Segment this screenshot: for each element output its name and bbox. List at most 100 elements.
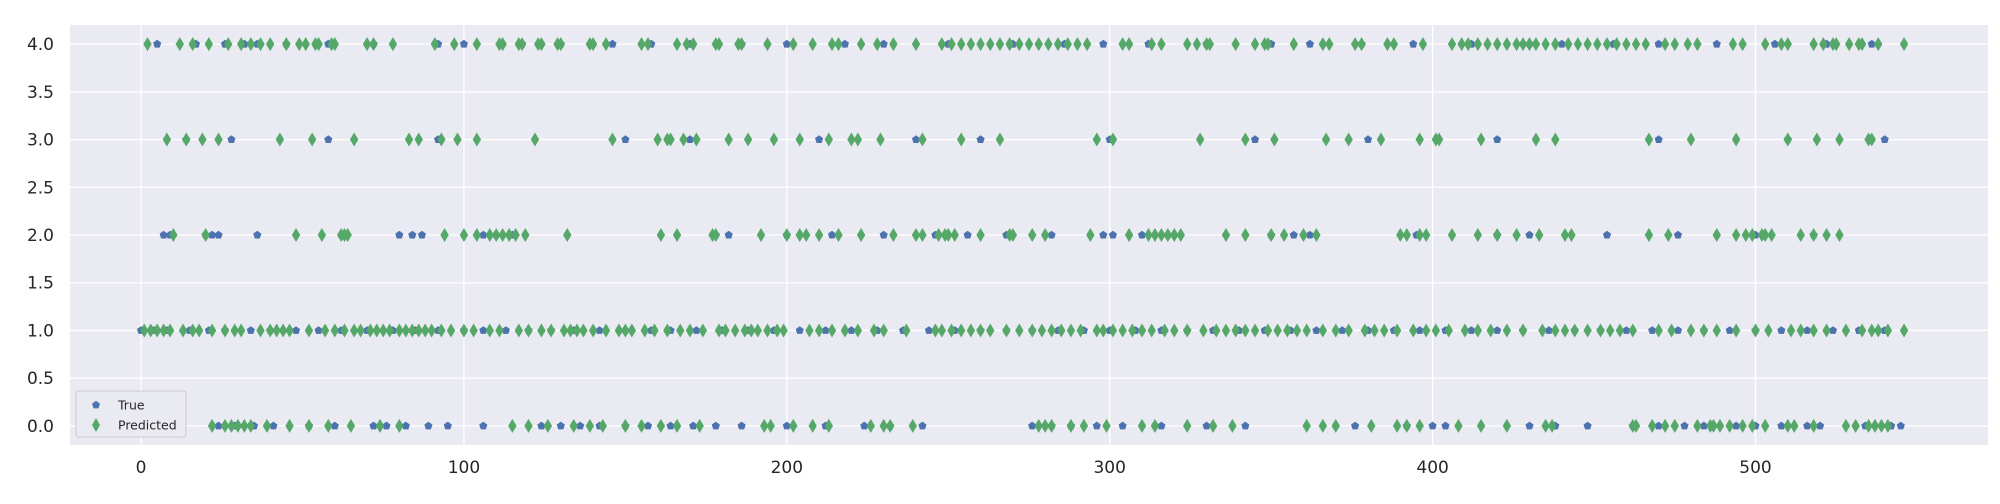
- predicted-point: [1560, 323, 1570, 338]
- predicted-point: [814, 228, 824, 242]
- predicted-point: [1099, 323, 1108, 338]
- predicted-point: [834, 228, 843, 242]
- predicted-point: [947, 37, 956, 52]
- predicted-point: [1040, 418, 1050, 433]
- predicted-point: [769, 132, 779, 147]
- predicted-point: [956, 132, 966, 147]
- predicted-point: [1518, 37, 1528, 52]
- true-point: [330, 421, 339, 430]
- true-point: [827, 230, 837, 239]
- predicted-point: [672, 228, 682, 242]
- true-point: [737, 421, 746, 430]
- predicted-point: [730, 323, 740, 338]
- predicted-point: [175, 37, 184, 52]
- predicted-point: [1664, 228, 1673, 242]
- predicted-point: [795, 228, 804, 242]
- predicted-point: [521, 228, 530, 242]
- predicted-point: [207, 323, 217, 338]
- predicted-point: [672, 37, 682, 52]
- true-point: [795, 326, 804, 334]
- predicted-point: [1835, 132, 1844, 147]
- predicted-point: [414, 323, 423, 338]
- predicted-point: [1002, 323, 1011, 338]
- predicted-point: [747, 323, 756, 338]
- predicted-point: [1628, 323, 1638, 338]
- true-point: [1137, 230, 1147, 239]
- predicted-point: [902, 323, 911, 338]
- true-point: [208, 230, 217, 239]
- predicted-point: [1699, 323, 1709, 338]
- predicted-point: [1851, 418, 1860, 433]
- predicted-point: [1195, 132, 1205, 147]
- predicted-point: [1622, 37, 1631, 52]
- predicted-point: [1431, 323, 1441, 338]
- predicted-point: [805, 323, 814, 338]
- predicted-point: [931, 323, 940, 338]
- predicted-point: [656, 418, 666, 433]
- predicted-point: [537, 323, 546, 338]
- predicted-point: [395, 418, 404, 433]
- true-point: [1108, 230, 1117, 239]
- predicted-point: [414, 132, 423, 147]
- data-points: [136, 37, 1909, 433]
- x-tick-label: 300: [1093, 458, 1125, 478]
- predicted-point: [1331, 323, 1340, 338]
- predicted-point: [1192, 37, 1202, 52]
- predicted-point: [1024, 37, 1034, 52]
- predicted-point: [275, 132, 285, 147]
- x-axis-ticks: 0 100 200 300 400 500: [136, 458, 1772, 478]
- true-point: [666, 421, 675, 430]
- true-point: [621, 135, 630, 143]
- predicted-point: [524, 323, 533, 338]
- predicted-point: [1079, 418, 1089, 433]
- predicted-point: [265, 37, 275, 52]
- predicted-point: [1883, 418, 1893, 433]
- predicted-point: [1783, 37, 1793, 52]
- predicted-point: [1864, 418, 1873, 433]
- predicted-point: [317, 228, 327, 242]
- predicted-point: [601, 37, 611, 52]
- predicted-point: [362, 37, 372, 52]
- predicted-point: [1534, 228, 1544, 242]
- predicted-point: [1512, 228, 1521, 242]
- predicted-point: [856, 228, 866, 242]
- predicted-point: [1231, 37, 1240, 52]
- predicted-point: [1492, 228, 1502, 242]
- true-point: [1525, 421, 1534, 430]
- predicted-point: [1396, 228, 1405, 242]
- true-point: [424, 421, 433, 430]
- predicted-point: [301, 37, 310, 52]
- predicted-point: [1709, 418, 1718, 433]
- predicted-point: [1344, 132, 1353, 147]
- predicted-point: [795, 132, 804, 147]
- true-point: [782, 39, 791, 48]
- true-point: [1880, 135, 1889, 143]
- predicted-point: [1415, 418, 1424, 433]
- predicted-point: [1063, 37, 1072, 52]
- predicted-point: [1538, 323, 1547, 338]
- true-point: [1428, 421, 1437, 430]
- predicted-point: [1606, 323, 1615, 338]
- predicted-point: [1344, 323, 1353, 338]
- predicted-point: [514, 323, 524, 338]
- predicted-point: [1573, 37, 1583, 52]
- true-point: [821, 326, 830, 334]
- predicted-point: [1318, 418, 1328, 433]
- predicted-point: [1767, 228, 1776, 242]
- predicted-point: [1221, 228, 1231, 242]
- predicted-point: [1379, 323, 1389, 338]
- predicted-point: [1160, 323, 1169, 338]
- predicted-point: [385, 323, 394, 338]
- predicted-point: [346, 418, 356, 433]
- predicted-point: [789, 418, 798, 433]
- predicted-point: [1331, 418, 1340, 433]
- predicted-point: [1302, 323, 1311, 338]
- predicted-point: [1392, 323, 1402, 338]
- predicted-point: [1476, 132, 1486, 147]
- predicted-point: [856, 37, 866, 52]
- predicted-point: [498, 228, 507, 242]
- true-point: [1047, 230, 1056, 239]
- predicted-point: [1144, 228, 1153, 242]
- predicted-point: [472, 228, 482, 242]
- predicted-point: [1551, 37, 1560, 52]
